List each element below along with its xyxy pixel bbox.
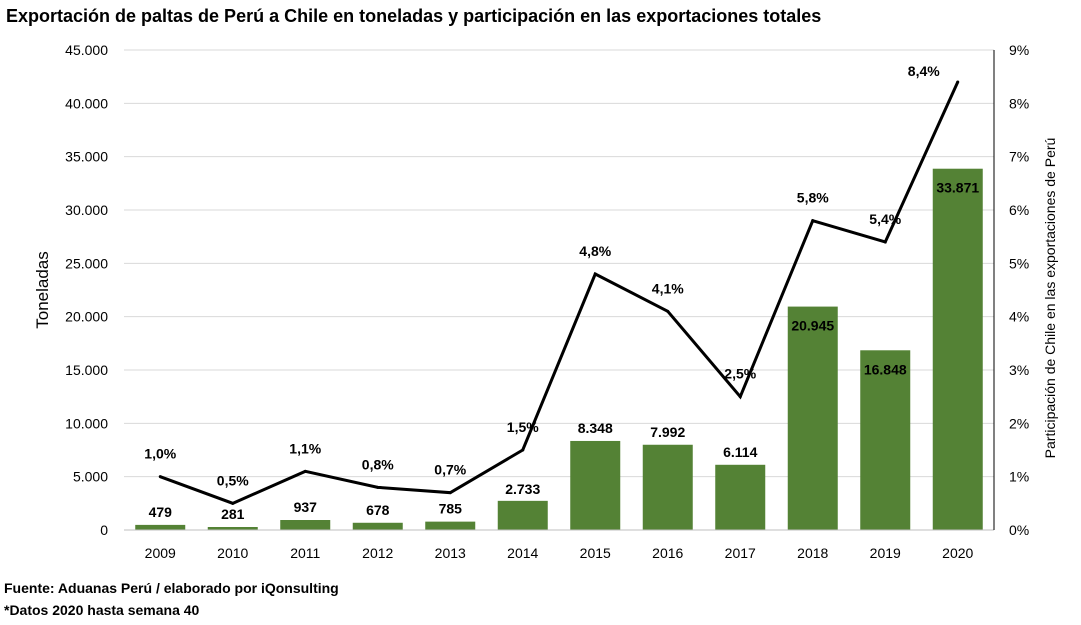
bar — [932, 168, 983, 530]
y2-tick-label: 3% — [1009, 362, 1029, 378]
bar — [715, 464, 766, 530]
y2-tick-label: 5% — [1009, 255, 1029, 271]
y-tick-label: 25.000 — [65, 255, 108, 271]
line-value-label: 0,7% — [434, 462, 466, 478]
y-tick-label: 15.000 — [65, 362, 108, 378]
line-value-label: 5,4% — [869, 211, 901, 227]
chart-title: Exportación de paltas de Perú a Chile en… — [6, 6, 822, 26]
bar-value-label: 678 — [366, 502, 390, 518]
line-value-label: 2,5% — [724, 366, 756, 382]
bar-value-label: 2.733 — [505, 481, 540, 497]
data-note: *Datos 2020 hasta semana 40 — [4, 602, 200, 618]
line-point — [811, 219, 815, 223]
bar — [860, 350, 911, 530]
line-point — [593, 272, 597, 276]
line-series — [158, 80, 960, 505]
bar — [425, 521, 476, 530]
y-tick-label: 40.000 — [65, 95, 108, 111]
line-point — [231, 501, 235, 505]
x-tick-label: 2020 — [942, 545, 973, 561]
line-point — [956, 80, 960, 84]
share-line — [159, 81, 960, 505]
gridlines — [124, 49, 994, 478]
bar-series — [135, 168, 983, 530]
y2-tick-label: 1% — [1009, 469, 1029, 485]
line-value-label: 5,8% — [797, 190, 829, 206]
x-tick-label: 2015 — [580, 545, 611, 561]
bar-value-label: 33.871 — [936, 180, 979, 196]
bar-value-label: 937 — [294, 499, 318, 515]
y-tick-label: 10.000 — [65, 415, 108, 431]
y2-tick-label: 9% — [1009, 42, 1029, 58]
bar — [497, 500, 548, 530]
bar — [787, 306, 838, 530]
bar — [570, 440, 621, 530]
bar-value-label: 6.114 — [723, 444, 757, 460]
bar-value-label: 479 — [149, 504, 173, 520]
y-tick-label: 5.000 — [73, 469, 108, 485]
line-value-label: 4,1% — [652, 280, 684, 296]
bar-value-label: 785 — [439, 501, 463, 517]
x-tick-label: 2010 — [217, 545, 248, 561]
y-tick-label: 0 — [100, 522, 108, 538]
line-point — [376, 485, 380, 489]
line-point — [521, 448, 525, 452]
x-tick-label: 2014 — [507, 545, 538, 561]
x-tick-label: 2017 — [725, 545, 756, 561]
axes: 0 5.000 10.000 15.000 20.000 25.000 30.000 35.0… — [33, 42, 1058, 561]
bar — [352, 522, 403, 530]
bar-value-label: 281 — [221, 506, 245, 522]
x-tick-label: 2016 — [652, 545, 683, 561]
y2-tick-label: 2% — [1009, 415, 1029, 431]
x-tick-label: 2012 — [362, 545, 393, 561]
line-point — [158, 475, 162, 479]
line-value-label: 0,5% — [217, 472, 249, 488]
line-value-label: 4,8% — [579, 243, 611, 259]
x-tick-label: 2011 — [290, 545, 320, 561]
x-tick-label: 2019 — [870, 545, 901, 561]
y-axis-title: Toneladas — [33, 251, 52, 329]
y2-tick-label: 4% — [1009, 309, 1029, 325]
line-value-label: 0,8% — [362, 456, 394, 472]
line-value-label: 1,5% — [507, 419, 539, 435]
bar — [280, 520, 331, 530]
source-note: Fuente: Aduanas Perú / elaborado por iQo… — [4, 580, 339, 596]
y2-axis-title: Participación de Chile en las exportacio… — [1042, 138, 1058, 459]
y2-tick-label: 8% — [1009, 95, 1029, 111]
x-tick-label: 2018 — [797, 545, 828, 561]
y2-tick-label: 6% — [1009, 202, 1029, 218]
line-point — [303, 469, 307, 473]
bar-value-label: 8.348 — [578, 420, 613, 436]
y2-tick-label: 7% — [1009, 149, 1029, 165]
x-tick-label: 2013 — [435, 545, 466, 561]
data-labels: 479 281 937 678 785 2.733 8.348 7.992 6.114 20.94… — [144, 63, 979, 522]
y-tick-label: 35.000 — [65, 149, 108, 165]
bar — [642, 444, 693, 530]
line-point — [883, 240, 887, 244]
y-tick-label: 45.000 — [65, 42, 108, 58]
line-point — [666, 309, 670, 313]
line-point — [738, 395, 742, 399]
bar-value-label: 7.992 — [650, 424, 685, 440]
line-value-label: 8,4% — [908, 63, 940, 79]
bar-value-label: 16.848 — [864, 361, 907, 377]
line-value-label: 1,1% — [289, 440, 321, 456]
bar — [207, 527, 258, 530]
y-tick-label: 20.000 — [65, 309, 108, 325]
x-tick-label: 2009 — [145, 545, 176, 561]
y-tick-label: 30.000 — [65, 202, 108, 218]
bar-value-label: 20.945 — [791, 318, 834, 334]
bar — [135, 524, 186, 530]
y2-tick-label: 0% — [1009, 522, 1029, 538]
line-value-label: 1,0% — [144, 446, 176, 462]
line-point — [448, 491, 452, 495]
